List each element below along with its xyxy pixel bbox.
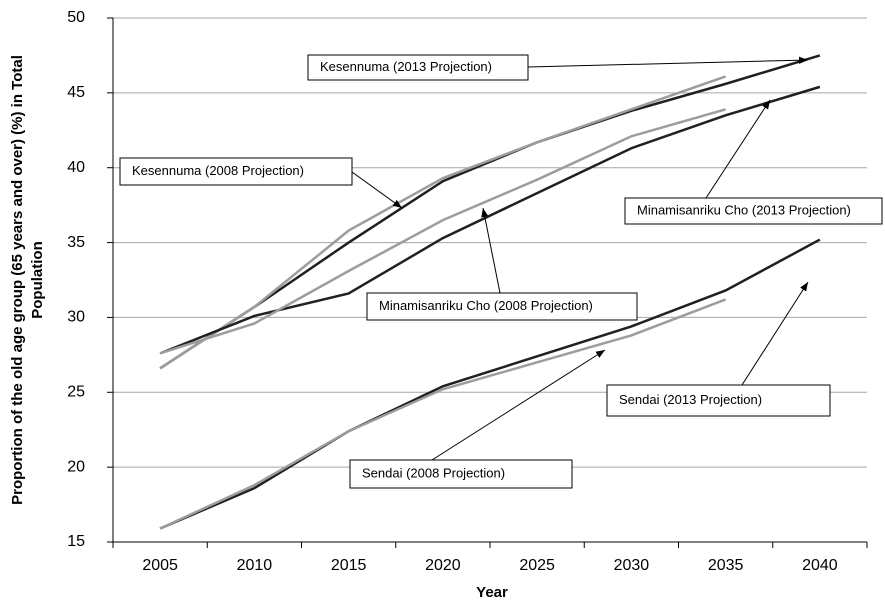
annotation-arrow — [481, 207, 501, 294]
annotation-label: Sendai (2008 Projection) — [362, 465, 505, 480]
annotation-arrow — [351, 171, 403, 209]
annotation-label: Sendai (2013 Projection) — [619, 392, 762, 407]
series-line — [159, 54, 821, 370]
x-tick-label: 2035 — [708, 557, 744, 574]
y-tick-label: 25 — [67, 384, 85, 401]
x-tick-label: 2010 — [237, 557, 273, 574]
annotation-arrow — [527, 56, 809, 68]
y-tick-label: 35 — [67, 234, 85, 251]
annotation-arrow — [431, 349, 606, 461]
y-tick-label: 20 — [67, 458, 85, 475]
series-line — [159, 298, 727, 530]
series-line — [159, 238, 821, 530]
x-tick-label: 2025 — [519, 557, 555, 574]
y-tick-label: 50 — [67, 9, 85, 26]
annotation-arrow — [741, 281, 809, 386]
annotation-box — [606, 384, 831, 417]
annotation-label: Minamisanriku Cho (2013 Projection) — [637, 202, 851, 217]
x-tick-label: 2030 — [614, 557, 650, 574]
y-tick-label: 15 — [67, 533, 85, 550]
y-tick-label: 45 — [67, 84, 85, 101]
annotation-label: Minamisanriku Cho (2008 Projection) — [379, 298, 593, 313]
x-tick-label: 2040 — [802, 557, 838, 574]
y-axis-title: Population — [29, 241, 46, 319]
x-tick-label: 2005 — [142, 557, 178, 574]
y-tick-label: 30 — [67, 309, 85, 326]
annotation-box — [307, 54, 529, 81]
annotation-arrow — [705, 99, 771, 199]
annotation-label: Kesennuma (2008 Projection) — [132, 163, 304, 178]
y-tick-label: 40 — [67, 159, 85, 176]
y-axis-title: Proportion of the old age group (65 year… — [9, 55, 26, 505]
annotation-box — [119, 157, 353, 186]
series-line — [159, 75, 727, 370]
x-tick-label: 2015 — [331, 557, 367, 574]
series-line — [159, 85, 821, 355]
annotation-box — [366, 292, 638, 321]
annotation-box — [624, 197, 883, 225]
x-tick-label: 2020 — [425, 557, 461, 574]
annotation-box — [349, 459, 573, 489]
x-axis-title: Year — [476, 584, 508, 601]
annotation-label: Kesennuma (2013 Projection) — [320, 59, 492, 74]
series-line — [159, 108, 726, 355]
